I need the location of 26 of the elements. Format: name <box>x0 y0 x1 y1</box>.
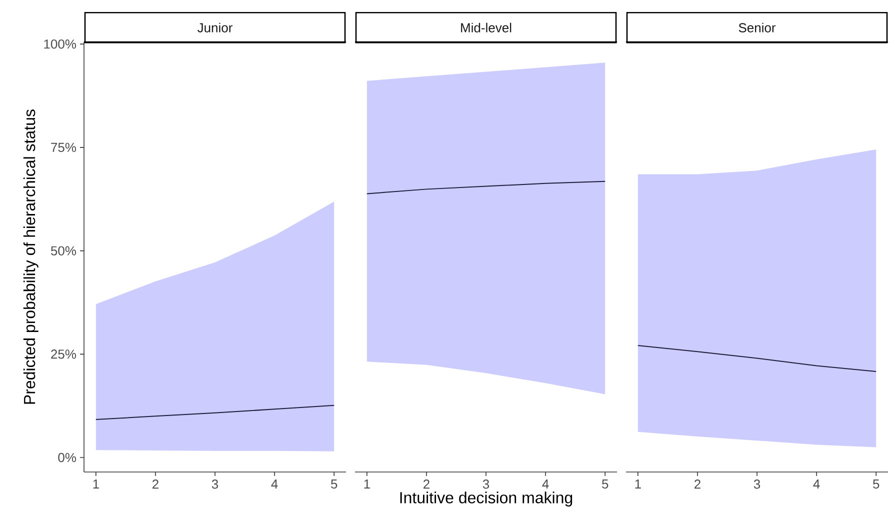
x-tick-label: 5 <box>602 480 608 489</box>
y-tick-label: 25% <box>51 350 76 359</box>
x-tick-label: 3 <box>482 480 490 489</box>
y-axis-title: Predicted probability of hierarchical status <box>23 110 38 404</box>
chart-title: Junior <box>198 22 232 32</box>
x-tick-label: 1 <box>364 480 370 488</box>
x-tick-label: 4 <box>271 480 278 488</box>
y-tick-label: 75% <box>51 142 76 152</box>
x-axis-title: Intuitive decision making <box>400 492 572 507</box>
x-tick-label: 3 <box>212 480 218 489</box>
x-tick-label: 4 <box>542 480 549 488</box>
line-series <box>95 404 335 420</box>
x-tick-label: 5 <box>330 480 338 489</box>
y-tick-label: 0% <box>58 452 76 462</box>
x-tick-label: 3 <box>754 480 760 489</box>
chart-title: Mid-level <box>461 22 512 32</box>
x-tick-label: 4 <box>813 480 820 488</box>
x-tick-label: 2 <box>152 480 158 489</box>
chart-title: Senior <box>738 22 776 32</box>
x-tick-label: 2 <box>424 480 430 489</box>
y-tick-label: 100% <box>44 39 76 49</box>
y-tick-label: 50% <box>50 246 76 256</box>
x-tick-label: 1 <box>93 480 99 488</box>
x-tick-label: 2 <box>694 480 700 489</box>
x-tick-label: 5 <box>873 480 880 489</box>
x-tick-label: 1 <box>635 480 641 488</box>
